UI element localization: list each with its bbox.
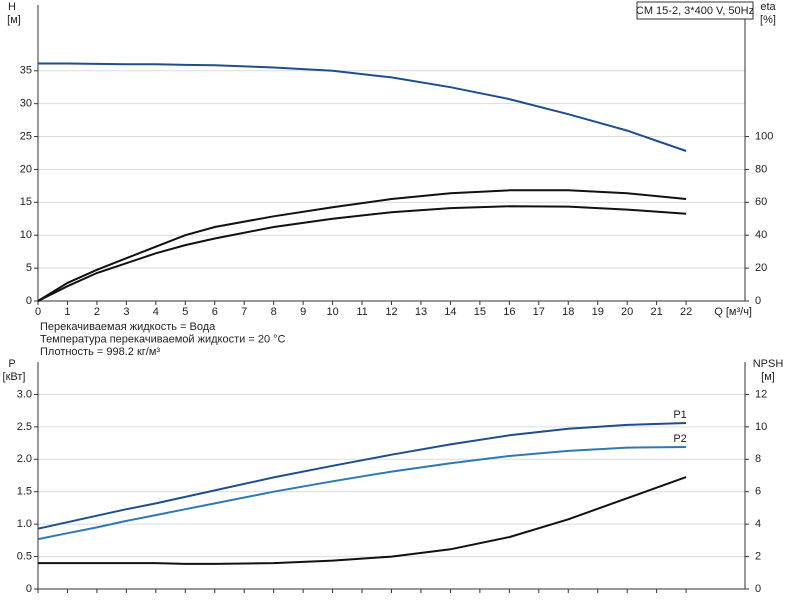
y2-axis-unit: [%] [760, 14, 776, 26]
x-tick-label: 18 [562, 306, 574, 318]
series-line [38, 62, 687, 152]
y-tick-label: 2.0 [17, 453, 32, 465]
chart-title: CM 15-2, 3*400 V, 50Hz [636, 5, 754, 17]
series-line [37, 422, 687, 530]
y2-tick-label: 20 [755, 262, 767, 274]
x-tick-label: 4 [153, 306, 159, 318]
x-tick-label: 5 [182, 306, 188, 318]
y-axis-label: H [8, 1, 16, 13]
x-tick-label: 12 [385, 306, 397, 318]
x-tick-label: 21 [651, 306, 663, 318]
annotation: Плотность = 998.2 кг/м³ [40, 346, 160, 358]
x-tick-label: 20 [621, 306, 633, 318]
y2-axis-label: NPSH [753, 358, 784, 370]
series-line [37, 189, 687, 302]
y-tick-label: 0 [26, 295, 32, 307]
y-tick-label: 0.5 [17, 550, 32, 562]
y-axis-label: P [8, 358, 15, 370]
y-tick-label: 0 [26, 583, 32, 595]
y2-tick-label: 60 [755, 196, 767, 208]
y-tick-label: 3.0 [17, 388, 32, 400]
x-tick-label: 9 [300, 306, 306, 318]
y2-axis-label: eta [760, 1, 776, 13]
x-tick-label: 22 [680, 306, 692, 318]
y2-tick-label: 10 [755, 421, 767, 433]
y-tick-label: 5 [26, 262, 32, 274]
y2-tick-label: 12 [755, 388, 767, 400]
x-tick-label: 15 [474, 306, 486, 318]
annotation: Перекачиваемая жидкость = Вода [40, 321, 216, 333]
x-tick-label: 7 [241, 306, 247, 318]
x-axis-label: Q [м³/ч] [714, 306, 752, 318]
y-axis-unit: [м] [7, 14, 21, 26]
x-tick-label: 19 [592, 306, 604, 318]
y-tick-label: 2.5 [17, 421, 32, 433]
y-tick-label: 10 [20, 229, 32, 241]
x-tick-label: 17 [533, 306, 545, 318]
y-tick-label: 1.5 [17, 486, 32, 498]
y-tick-label: 1.0 [17, 518, 32, 530]
x-tick-label: 14 [444, 306, 456, 318]
y-tick-label: 20 [20, 163, 32, 175]
title-box [636, 1, 754, 20]
y2-tick-label: 6 [755, 486, 761, 498]
x-tick-label: 2 [94, 306, 100, 318]
x-tick-label: 8 [271, 306, 277, 318]
series-label: P2 [673, 433, 686, 445]
annotation: Температура перекачиваемой жидкости = 20… [40, 333, 286, 345]
y-tick-label: 35 [20, 65, 32, 77]
series-line [37, 205, 687, 302]
y2-tick-label: 40 [755, 229, 767, 241]
x-tick-label: 0 [35, 306, 41, 318]
x-tick-label: 6 [212, 306, 218, 318]
y-tick-label: 15 [20, 196, 32, 208]
x-tick-label: 10 [326, 306, 338, 318]
y2-axis-unit: [м] [761, 371, 775, 383]
x-tick-label: 1 [64, 306, 70, 318]
y2-tick-label: 100 [755, 130, 773, 142]
y2-tick-label: 80 [755, 163, 767, 175]
series-line [37, 446, 687, 541]
y2-tick-label: 4 [755, 518, 761, 530]
y-tick-label: 30 [20, 98, 32, 110]
x-tick-label: 13 [415, 306, 427, 318]
series-line [38, 476, 687, 565]
y2-tick-label: 8 [755, 453, 761, 465]
x-tick-label: 3 [123, 306, 129, 318]
x-tick-label: 11 [356, 306, 367, 318]
y2-tick-label: 0 [755, 583, 761, 595]
x-tick-label: 16 [503, 306, 515, 318]
y-tick-label: 25 [20, 130, 32, 142]
y-axis-unit: [кВт] [3, 371, 26, 383]
y2-tick-label: 0 [755, 295, 761, 307]
y2-tick-label: 2 [755, 550, 761, 562]
series-label: P1 [673, 409, 686, 421]
